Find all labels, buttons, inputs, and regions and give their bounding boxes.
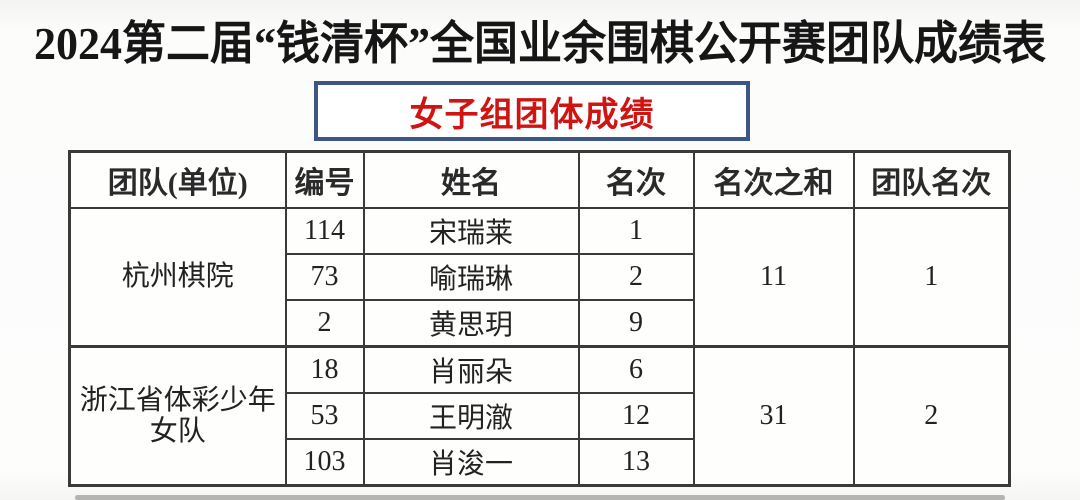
table-row: 103 肖浚一 13	[70, 438, 1010, 487]
team-rank-cell: 2	[852, 345, 1011, 487]
player-number-cell: 18	[284, 345, 365, 394]
table-row: 杭州棋院 114 宋瑞莱 1 11 1	[68, 207, 1011, 348]
player-name-cell: 宋瑞莱	[362, 207, 580, 255]
table-row: 53 王明澈 12	[70, 392, 1010, 440]
group-subtitle-label: 女子组团体成绩	[409, 96, 655, 134]
column-header-rank: 名次	[577, 150, 695, 209]
page-title: 2024第二届“钱清杯”全国业余围棋公开赛团队成绩表	[34, 18, 1046, 70]
table-row: 浙江省体彩少年女队 18 肖丽朵 6 31 2	[68, 345, 1011, 487]
table-row: 2 黄思玥 9	[70, 299, 1010, 348]
player-number-cell: 114	[284, 207, 365, 255]
player-number-cell: 53	[284, 392, 365, 440]
player-name-cell: 喻瑞琳	[362, 253, 580, 301]
player-number-cell: 2	[284, 299, 365, 348]
player-number-cell: 73	[284, 253, 365, 301]
player-rank-cell: 9	[577, 299, 695, 348]
column-header-number: 编号	[284, 150, 365, 209]
team-name-cell: 浙江省体彩少年女队	[68, 345, 287, 487]
player-rank-cell: 6	[577, 345, 695, 394]
column-header-rank-sum: 名次之和	[692, 150, 855, 209]
rank-sum-cell: 31	[692, 345, 855, 487]
tournament-results-page: { "page_title": "2024第二届“钱清杯”全国业余围棋公开赛团队…	[0, 7, 1080, 500]
player-rank-cell: 13	[577, 438, 695, 487]
player-rank-cell: 2	[577, 253, 695, 301]
page-bottom-edge-strip	[75, 495, 1005, 500]
team-results-table: 团队(单位) 编号 姓名 名次 名次之和 团队名次 杭州棋院 114 宋瑞莱 1…	[68, 150, 1011, 487]
team-name-cell: 杭州棋院	[68, 207, 287, 348]
player-rank-cell: 1	[577, 207, 695, 255]
rank-sum-cell: 11	[692, 207, 855, 348]
column-header-team-rank: 团队名次	[852, 150, 1011, 209]
player-number-cell: 103	[284, 438, 365, 487]
player-name-cell: 黄思玥	[362, 299, 580, 348]
column-header-team: 团队(单位)	[68, 150, 287, 209]
table-header-row: 团队(单位) 编号 姓名 名次 名次之和 团队名次	[68, 150, 1011, 209]
team-rank-cell: 1	[852, 207, 1011, 348]
table-row: 73 喻瑞琳 2	[70, 253, 1010, 301]
player-name-cell: 王明澈	[362, 392, 580, 440]
column-header-name: 姓名	[362, 150, 580, 209]
group-subtitle-box: 女子组团体成绩	[314, 81, 750, 141]
player-name-cell: 肖丽朵	[362, 345, 580, 394]
player-rank-cell: 12	[577, 392, 695, 440]
player-name-cell: 肖浚一	[362, 438, 580, 487]
